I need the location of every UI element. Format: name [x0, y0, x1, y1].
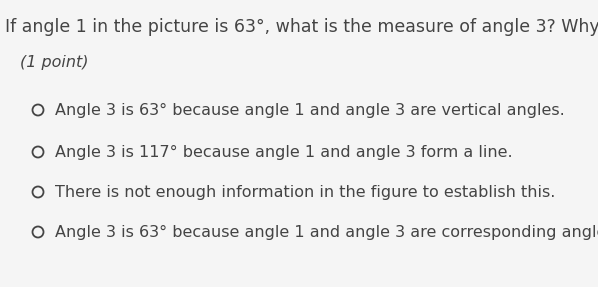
- Text: There is not enough information in the figure to establish this.: There is not enough information in the f…: [55, 185, 556, 200]
- Text: If angle 1 in the picture is 63°, what is the measure of angle 3? Why?: If angle 1 in the picture is 63°, what i…: [5, 18, 598, 36]
- Text: Angle 3 is 63° because angle 1 and angle 3 are corresponding angles.: Angle 3 is 63° because angle 1 and angle…: [55, 225, 598, 240]
- Text: Angle 3 is 63° because angle 1 and angle 3 are vertical angles.: Angle 3 is 63° because angle 1 and angle…: [55, 103, 565, 118]
- Circle shape: [32, 104, 44, 115]
- Circle shape: [32, 187, 44, 197]
- Circle shape: [32, 146, 44, 158]
- Text: (1 point): (1 point): [20, 55, 89, 70]
- Circle shape: [32, 226, 44, 238]
- Text: Angle 3 is 117° because angle 1 and angle 3 form a line.: Angle 3 is 117° because angle 1 and angl…: [55, 145, 512, 160]
